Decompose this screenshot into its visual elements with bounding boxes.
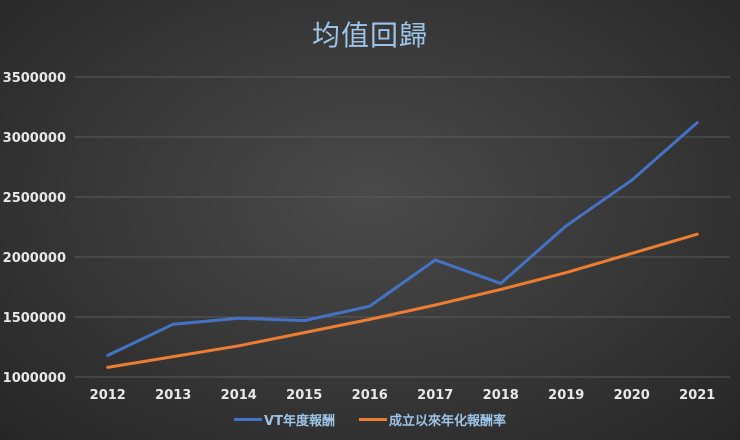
x-tick-label: 2017 <box>417 388 453 403</box>
x-tick-label: 2020 <box>614 388 650 403</box>
legend-swatch-orange <box>358 418 387 421</box>
legend-item-vt[interactable]: VT年度報酬 <box>234 410 335 429</box>
y-tick-label: 3000000 <box>3 131 66 146</box>
x-tick-label: 2021 <box>679 388 715 403</box>
y-tick-label: 2000000 <box>3 251 66 266</box>
legend-label: 成立以來年化報酬率 <box>388 414 506 429</box>
legend-swatch-blue <box>234 418 263 421</box>
y-tick-label: 1500000 <box>3 311 66 326</box>
y-tick-label: 2500000 <box>3 191 66 206</box>
x-tick-label: 2016 <box>352 388 388 403</box>
series-line-vt[interactable] <box>106 121 699 357</box>
legend-item-annualized[interactable]: 成立以來年化報酬率 <box>358 410 506 429</box>
series-line-annualized[interactable] <box>106 232 699 369</box>
chart-title: 均值回歸 <box>311 19 428 52</box>
x-tick-label: 2012 <box>90 388 126 403</box>
x-tick-label: 2018 <box>483 388 519 403</box>
x-tick-label: 2015 <box>286 388 322 403</box>
y-tick-label: 3500000 <box>3 71 66 86</box>
x-tick-label: 2013 <box>155 388 191 403</box>
y-tick-label: 1000000 <box>3 371 66 386</box>
legend-label: VT年度報酬 <box>264 414 335 429</box>
legend: VT年度報酬 成立以來年化報酬率 <box>0 410 740 429</box>
x-tick-label: 2019 <box>548 388 584 403</box>
x-tick-label: 2014 <box>221 388 257 403</box>
